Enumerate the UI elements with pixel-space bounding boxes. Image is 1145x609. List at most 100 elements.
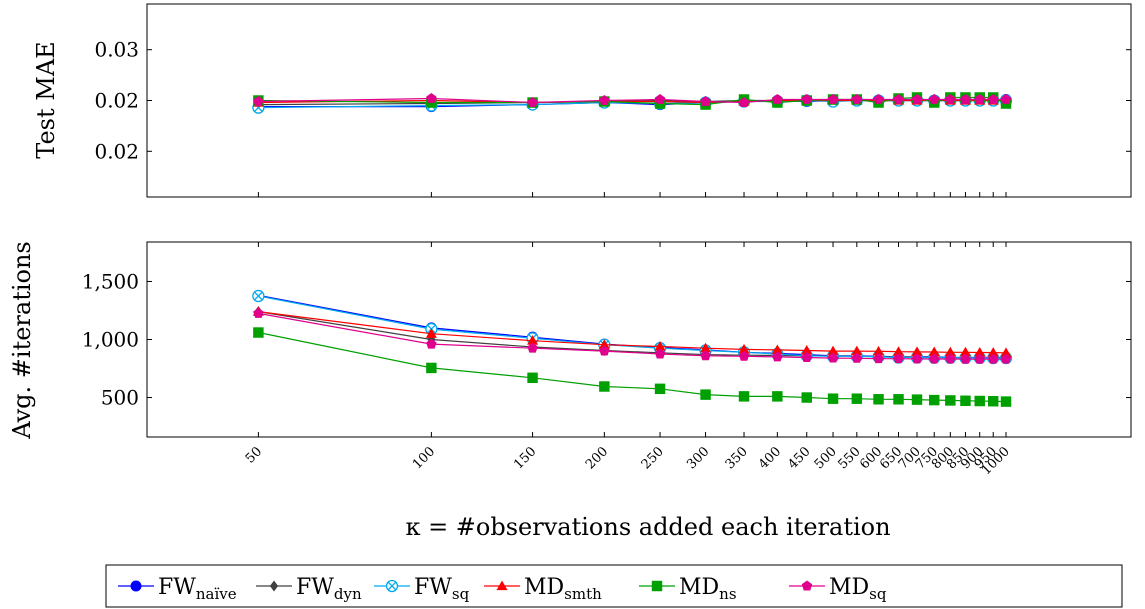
data-point: [598, 339, 610, 349]
data-point: [700, 96, 711, 106]
data-point: [426, 92, 437, 103]
data-point: [1000, 347, 1012, 357]
legend-entry: FWnaïve: [118, 575, 237, 603]
data-point: [974, 395, 985, 407]
data-point: [426, 362, 437, 374]
data-point: [738, 391, 750, 402]
x-tick-label: 150: [511, 444, 539, 472]
data-point: [944, 346, 956, 357]
data-point: [987, 396, 999, 407]
y-tick-label: 0.03: [94, 38, 139, 62]
y-tick-label: 1,500: [82, 269, 139, 293]
data-point: [801, 392, 812, 403]
series-line: [258, 331, 1007, 403]
y-tick-label: 0.02: [94, 89, 139, 113]
data-point: [772, 351, 783, 362]
data-point: [851, 93, 863, 104]
data-point: [945, 353, 956, 364]
x-tick-label: 50: [243, 444, 265, 466]
bottom-panel: 500 1,000 1,500 50 100 150 200 250 300 350 400 450…: [8, 192, 1132, 541]
data-point: [738, 97, 750, 107]
data-point: [1000, 93, 1012, 104]
data-point: [1000, 396, 1012, 407]
data-point: [827, 93, 839, 104]
data-point: [738, 350, 750, 361]
x-tick-label: 500: [812, 444, 840, 472]
data-point: [527, 342, 538, 353]
data-point: [654, 93, 666, 104]
legend-label: FWdyn: [296, 575, 362, 603]
legend: FWnaïve FWdyn FWsq MDsmth MDns MDsq: [105, 564, 1123, 608]
data-point: [945, 395, 956, 406]
data-point: [426, 338, 437, 349]
bottom-series: [252, 289, 1013, 407]
x-axis-label: κ = #observations added each iteration: [405, 513, 890, 541]
data-point: [827, 352, 839, 363]
data-point: [873, 353, 884, 364]
legend-marker: [801, 580, 813, 591]
legend-label: FWnaïve: [158, 575, 237, 603]
data-point: [873, 394, 884, 405]
data-point: [893, 346, 905, 356]
legend-marker: [651, 580, 663, 592]
legend-label: MDns: [679, 575, 737, 603]
data-point: [599, 381, 610, 392]
bottom-y-ticks: 500 1,000 1,500: [82, 269, 1131, 410]
data-point: [851, 345, 863, 356]
y-tick-label: 1,000: [82, 328, 139, 352]
x-tick-label: 200: [583, 444, 611, 472]
legend-entry: MDns: [639, 575, 737, 603]
data-point: [527, 97, 538, 107]
data-point: [960, 353, 971, 364]
x-tick-label: 400: [756, 444, 784, 472]
data-point: [911, 353, 923, 364]
data-point: [911, 394, 923, 405]
data-point: [987, 353, 999, 364]
top-y-axis-label: Test MAE: [32, 41, 60, 158]
data-point: [974, 93, 985, 104]
data-point: [945, 93, 956, 104]
data-point: [253, 307, 264, 318]
data-point: [911, 93, 923, 104]
data-point: [893, 353, 904, 364]
legend-label: MDsq: [829, 575, 887, 603]
data-point: [1000, 353, 1012, 364]
series-line: [258, 295, 1006, 359]
data-point: [873, 345, 885, 356]
legend-marker: [269, 580, 279, 592]
data-point: [425, 328, 437, 338]
bottom-series-md-sq: [253, 307, 1012, 364]
series-line: [258, 312, 1006, 360]
data-point: [801, 345, 813, 355]
data-point: [893, 93, 904, 104]
data-point: [527, 372, 538, 384]
top-y-ticks: 0.02 0.02 0.03: [94, 38, 1131, 163]
bottom-series-md-smth: [252, 306, 1012, 357]
x-tick-label: 300: [684, 444, 712, 472]
data-point: [928, 353, 940, 364]
bottom-x-ticks: 50 100 150 200 250 300 350 400 45050055060065070…: [243, 192, 1013, 478]
legend-marker: [496, 580, 508, 591]
bottom-series-md-ns: [253, 327, 1012, 407]
data-point: [851, 352, 863, 363]
top-series-md-sq: [253, 92, 1012, 107]
data-point: [253, 327, 264, 338]
legend-marker: [130, 580, 142, 592]
y-tick-label: 0.02: [94, 139, 139, 163]
data-point: [960, 93, 971, 104]
data-point: [928, 93, 940, 104]
data-point: [700, 342, 712, 353]
data-point: [253, 96, 264, 106]
x-tick-label: 250: [639, 444, 667, 472]
legend-entry: MDsq: [789, 575, 887, 603]
data-point: [252, 289, 265, 303]
data-point: [599, 345, 610, 356]
data-point: [700, 389, 711, 400]
x-tick-label: 450: [785, 444, 813, 472]
data-point: [960, 395, 971, 407]
data-point: [974, 353, 985, 364]
data-point: [772, 93, 783, 104]
data-point: [959, 346, 971, 357]
data-point: [929, 394, 940, 406]
